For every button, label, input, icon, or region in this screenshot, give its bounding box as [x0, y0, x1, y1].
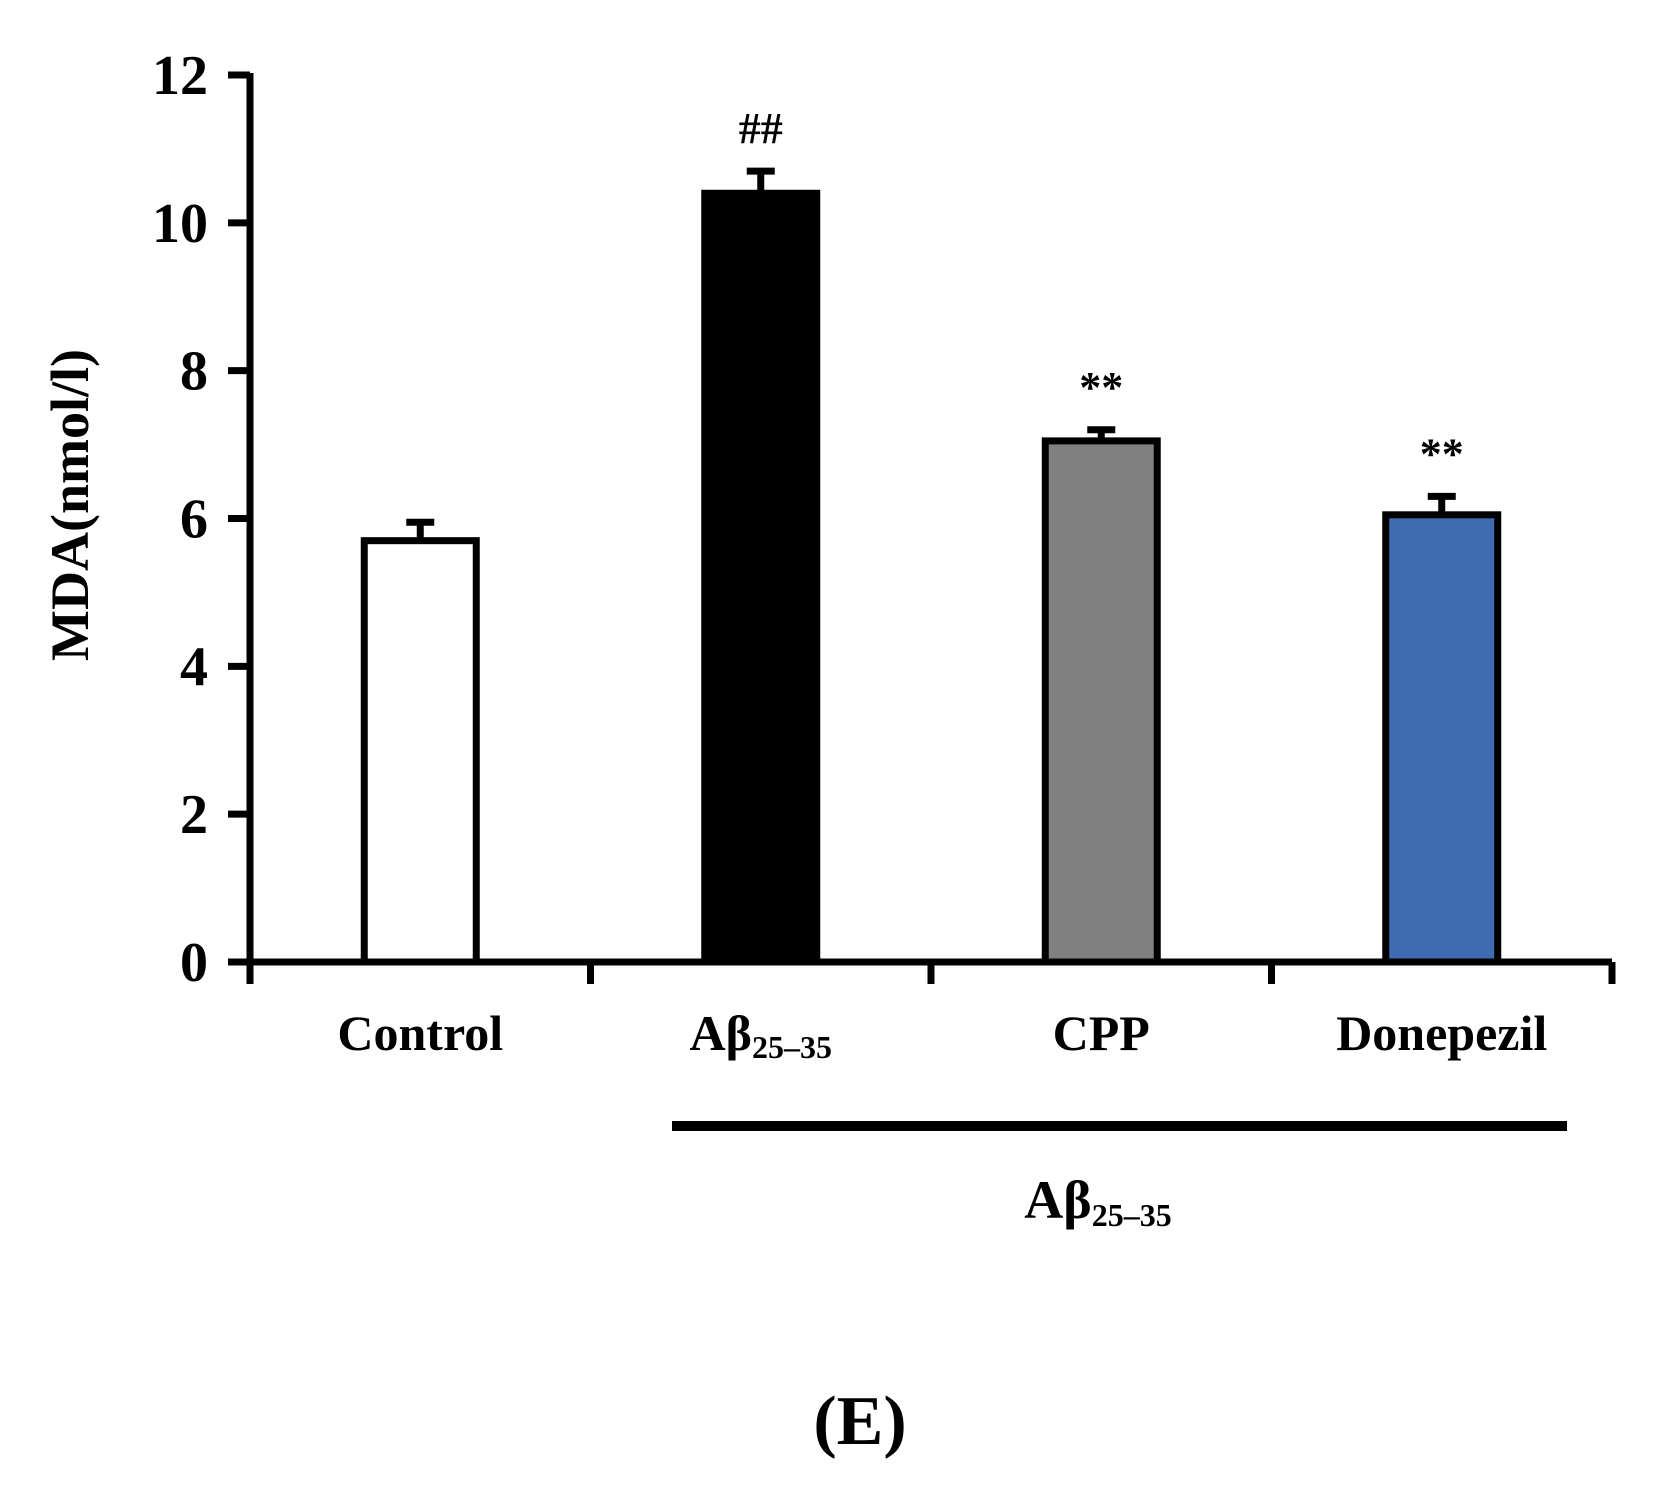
- y-tick-label: 8: [180, 341, 208, 403]
- x-category-label: Donepezil: [1336, 1005, 1547, 1061]
- panel-label: (E): [813, 1383, 906, 1460]
- y-tick-label: 12: [152, 45, 208, 107]
- bar-Aβ25–35: [701, 189, 821, 966]
- y-tick-label: 0: [180, 932, 208, 994]
- y-tick-label: 2: [180, 784, 208, 846]
- x-category-label: CPP: [1053, 1005, 1150, 1061]
- significance-marker: **: [1079, 363, 1123, 412]
- y-axis-label: MDA(nmol/l): [40, 349, 100, 661]
- y-tick-label: 6: [180, 489, 208, 551]
- x-category-label: Control: [337, 1005, 503, 1061]
- group-label: Aβ25–35: [1024, 1170, 1171, 1233]
- bar-Donepezil: [1382, 511, 1502, 966]
- x-category-label: Aβ25–35: [690, 1005, 832, 1065]
- significance-marker: ##: [739, 104, 783, 153]
- significance-marker: **: [1420, 429, 1464, 478]
- bar-Control: [360, 537, 480, 966]
- bar-CPP: [1041, 437, 1161, 966]
- y-tick-label: 4: [180, 636, 208, 698]
- plot-area: 0 2 4 6 8 10 12 Control ## Aβ25–35 ** CPP ** Donepezi…: [152, 45, 1616, 1065]
- y-tick-label: 10: [152, 193, 208, 255]
